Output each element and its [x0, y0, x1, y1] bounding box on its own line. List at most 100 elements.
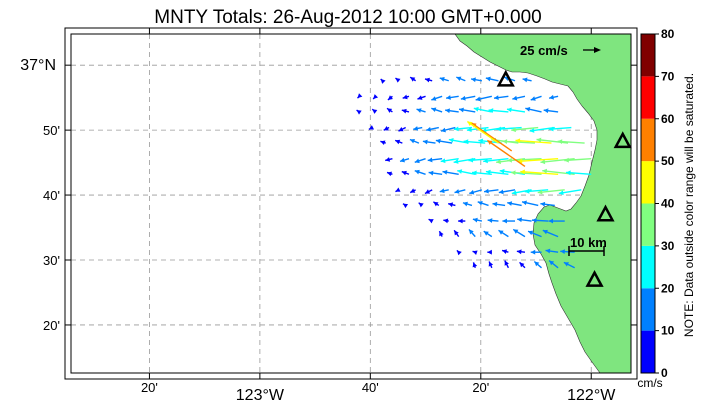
vector-head	[548, 218, 554, 224]
vector-head	[399, 157, 405, 163]
current-vector-66	[440, 157, 459, 164]
current-vector-73	[540, 157, 575, 165]
colorbar-tick-label-1: 70	[661, 69, 675, 83]
current-vector-99	[558, 189, 582, 196]
current-vector-124	[512, 228, 526, 238]
vector-head	[534, 261, 540, 267]
colorbar-cell-4	[641, 161, 655, 204]
scale-vector-label: 25 cm/s	[520, 43, 568, 58]
vector-head	[457, 169, 463, 174]
vector-head	[517, 217, 522, 223]
vector-head	[531, 217, 537, 223]
vector-head	[525, 106, 531, 112]
vector-head	[511, 127, 516, 133]
colorbar-cell-3	[641, 203, 655, 246]
vector-shaft	[540, 157, 575, 163]
current-vector-12	[387, 95, 393, 101]
colorbar-tick-label-6: 20	[661, 281, 675, 295]
current-vector-53	[435, 138, 453, 144]
current-vector-9	[522, 77, 532, 83]
vector-head	[472, 250, 478, 256]
current-vector-81	[471, 170, 492, 176]
current-vector-65	[427, 157, 443, 163]
y-tick-label-2: 40'	[43, 188, 60, 203]
vector-shaft	[510, 171, 542, 175]
current-vector-85	[520, 169, 559, 175]
y-tick-label-1: 50'	[43, 123, 60, 138]
vector-head	[462, 201, 468, 207]
current-vector-33	[506, 107, 526, 113]
vector-head	[478, 138, 484, 144]
vector-head	[398, 126, 404, 132]
current-vector-106	[492, 201, 506, 207]
current-vector-129	[487, 249, 492, 255]
current-vector-20	[512, 95, 526, 101]
current-vector-142	[471, 122, 513, 152]
vector-head	[414, 158, 420, 164]
vector-head	[373, 94, 379, 100]
current-vector-78	[428, 170, 443, 176]
current-vector-140	[548, 260, 559, 269]
current-vector-143	[486, 139, 526, 168]
current-vector-91	[439, 188, 449, 194]
vector-head	[472, 217, 478, 223]
colorbar: 80 70 60 50 40 30 20 10 0 cm/s NOTE: Data outsid…	[637, 27, 696, 390]
vector-head	[560, 249, 565, 254]
vector-head	[413, 126, 419, 131]
current-vector-3	[424, 77, 433, 83]
current-vector-29	[445, 108, 459, 114]
current-vector-133	[545, 248, 559, 254]
current-vectors	[356, 76, 592, 269]
current-vector-131	[516, 249, 526, 255]
current-vector-139	[533, 260, 542, 269]
current-vector-26	[401, 108, 410, 114]
current-vector-76	[401, 170, 410, 176]
vector-head	[557, 139, 563, 144]
current-vector-114	[487, 218, 499, 223]
vector-head	[443, 218, 449, 224]
vector-head	[439, 231, 444, 237]
current-vector-37	[383, 126, 390, 131]
vector-head	[401, 170, 407, 176]
current-vector-97	[524, 188, 549, 194]
current-vector-71	[507, 157, 542, 163]
vector-head	[488, 108, 494, 113]
current-vector-141	[563, 261, 575, 269]
colorbar-cell-5	[641, 118, 655, 162]
vector-head	[507, 157, 512, 163]
current-vector-28	[431, 107, 443, 113]
vector-head	[454, 230, 459, 236]
vector-head	[380, 140, 386, 146]
station-marker-0	[496, 69, 515, 87]
current-vector-51	[409, 138, 420, 144]
vector-head	[453, 159, 459, 164]
vector-head	[439, 188, 445, 194]
vector-head	[402, 203, 409, 209]
current-vector-24	[371, 108, 378, 114]
vector-head	[417, 95, 423, 100]
current-vector-1	[395, 77, 401, 83]
current-vector-107	[507, 201, 522, 207]
current-vector-113	[472, 217, 483, 223]
current-vector-122	[483, 230, 493, 238]
current-vector-104	[462, 201, 473, 207]
scale-vector-head	[594, 47, 601, 53]
colorbar-tick-label-4: 40	[661, 197, 675, 211]
vector-head	[469, 189, 475, 195]
vector-head	[512, 95, 518, 101]
vector-head	[460, 95, 466, 101]
vector-head	[515, 138, 521, 144]
vector-head	[510, 170, 516, 176]
current-vector-31	[473, 106, 492, 113]
vector-head	[453, 126, 459, 132]
vector-head	[522, 200, 527, 206]
current-vector-42	[453, 126, 473, 132]
current-vector-45	[496, 126, 522, 132]
vector-head	[483, 231, 489, 236]
colorbar-unit: cm/s	[637, 376, 662, 390]
current-vector-40	[426, 126, 439, 132]
vector-head	[428, 219, 434, 224]
x-tick-label-3: 20'	[472, 380, 489, 395]
colorbar-cell-7	[641, 34, 655, 77]
